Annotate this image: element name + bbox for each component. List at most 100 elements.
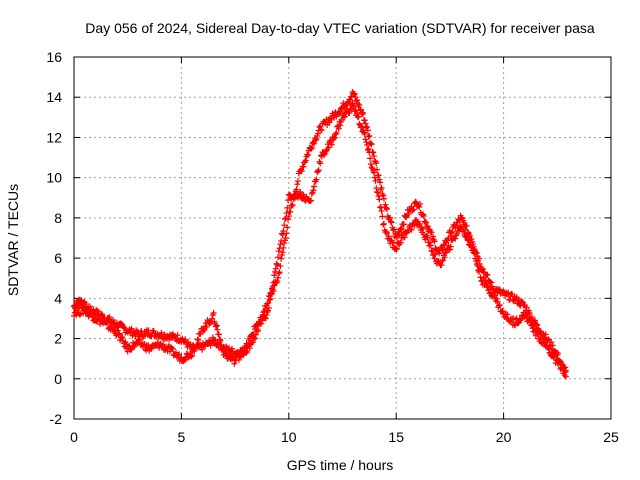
data-point xyxy=(468,244,475,251)
x-tick-label: 20 xyxy=(496,429,512,445)
data-point xyxy=(217,337,224,344)
x-tick-label: 10 xyxy=(281,429,297,445)
data-point xyxy=(416,220,423,227)
data-point xyxy=(535,330,542,337)
y-tick-label: 12 xyxy=(46,129,62,145)
data-point xyxy=(361,117,368,124)
data-point xyxy=(214,326,221,333)
data-point xyxy=(199,346,206,353)
x-tick-label: 0 xyxy=(70,429,78,445)
data-point xyxy=(474,262,481,269)
data-point xyxy=(308,197,315,204)
data-point xyxy=(136,337,143,344)
data-point xyxy=(477,274,484,281)
data-point xyxy=(279,231,286,238)
y-tick-label: -2 xyxy=(50,411,63,427)
data-point xyxy=(314,168,321,175)
data-point xyxy=(430,233,437,240)
data-point xyxy=(174,332,181,339)
data-point xyxy=(365,133,372,140)
data-point xyxy=(420,225,427,232)
data-point xyxy=(358,123,365,130)
data-point xyxy=(400,221,407,228)
data-point xyxy=(249,339,256,346)
data-point xyxy=(278,237,285,244)
data-point xyxy=(304,152,311,159)
data-point xyxy=(427,242,434,249)
data-point xyxy=(365,145,372,152)
data-point xyxy=(294,181,301,188)
data-point xyxy=(312,137,319,144)
y-axis-label: SDTVAR / TECUs xyxy=(5,184,21,296)
data-point xyxy=(366,149,373,156)
data-layer xyxy=(71,88,569,380)
data-point xyxy=(549,342,556,349)
data-point xyxy=(463,234,470,241)
data-point xyxy=(250,331,257,338)
data-point xyxy=(487,289,494,296)
data-point xyxy=(208,339,215,346)
data-point xyxy=(484,272,491,279)
data-point xyxy=(98,311,105,318)
data-point xyxy=(295,178,302,185)
data-point xyxy=(446,246,453,253)
data-point xyxy=(378,208,385,215)
data-point xyxy=(252,335,259,342)
data-point xyxy=(512,316,519,323)
data-point xyxy=(182,336,189,343)
data-point xyxy=(377,203,384,210)
data-point xyxy=(254,322,261,329)
data-point xyxy=(398,225,405,232)
data-point xyxy=(380,195,387,202)
data-point xyxy=(355,113,362,120)
data-point xyxy=(517,317,524,324)
data-point xyxy=(364,142,371,149)
data-point xyxy=(265,300,272,307)
data-point xyxy=(281,239,288,246)
data-point xyxy=(397,239,404,246)
data-point xyxy=(511,321,518,328)
data-point xyxy=(361,130,368,137)
data-point xyxy=(284,224,291,231)
data-point xyxy=(377,204,384,211)
data-point xyxy=(373,160,380,167)
data-point xyxy=(368,164,375,171)
data-series xyxy=(71,100,569,374)
data-point xyxy=(551,352,558,359)
data-point xyxy=(245,341,252,348)
data-point xyxy=(268,291,275,298)
data-point xyxy=(89,313,96,320)
data-point xyxy=(380,220,387,227)
data-point xyxy=(176,351,183,358)
data-point xyxy=(221,348,228,355)
data-point xyxy=(357,106,364,113)
data-point xyxy=(439,257,446,264)
data-point xyxy=(169,345,176,352)
data-point xyxy=(476,266,483,273)
data-point xyxy=(216,336,223,343)
data-point xyxy=(115,323,122,330)
data-point xyxy=(308,145,315,152)
data-point xyxy=(77,311,84,318)
data-point xyxy=(307,198,314,205)
x-tick-label: 5 xyxy=(178,429,186,445)
data-point xyxy=(225,345,232,352)
data-point xyxy=(140,332,147,339)
data-point xyxy=(215,331,222,338)
data-point xyxy=(376,196,383,203)
data-point xyxy=(387,214,394,221)
data-point xyxy=(326,119,333,126)
data-point xyxy=(274,261,281,268)
data-point xyxy=(449,228,456,235)
data-point xyxy=(115,331,122,338)
data-point xyxy=(288,202,295,209)
data-point xyxy=(562,364,569,371)
data-point xyxy=(382,201,389,208)
data-point xyxy=(354,110,361,117)
data-point xyxy=(297,188,304,195)
data-point xyxy=(423,219,430,226)
data-point xyxy=(213,322,220,329)
data-point xyxy=(332,131,339,138)
data-point xyxy=(252,326,259,333)
data-point xyxy=(471,250,478,257)
